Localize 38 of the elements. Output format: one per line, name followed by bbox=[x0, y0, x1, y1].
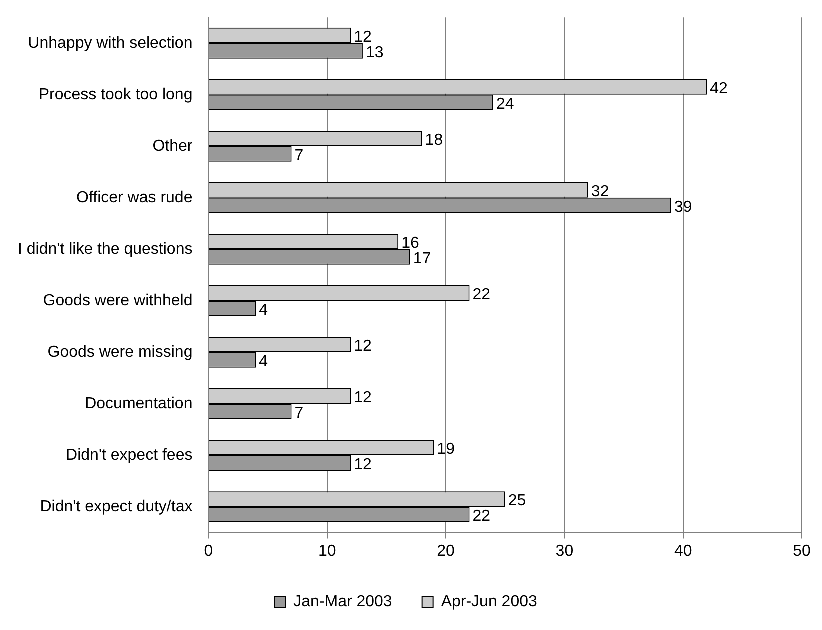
y-tick-label: Didn't expect duty/tax bbox=[40, 498, 193, 516]
data-label: 17 bbox=[413, 250, 432, 268]
data-label: 7 bbox=[294, 148, 304, 165]
x-tick-label: 50 bbox=[793, 542, 811, 560]
data-label: 32 bbox=[591, 184, 610, 201]
x-tick-label: 40 bbox=[674, 542, 692, 560]
legend-label: Apr-Jun 2003 bbox=[441, 593, 538, 610]
data-label: 22 bbox=[472, 286, 491, 304]
y-tick-label: Goods were missing bbox=[48, 344, 193, 361]
x-tick-label: 30 bbox=[556, 542, 574, 560]
y-tick-label: Process took too long bbox=[38, 86, 193, 104]
y-tick-label: Unhappy with selection bbox=[28, 34, 193, 52]
data-label: 12 bbox=[354, 456, 372, 474]
data-label: 39 bbox=[674, 199, 692, 216]
y-tick-label: Officer was rude bbox=[76, 189, 193, 206]
x-tick-label: 10 bbox=[318, 542, 336, 560]
x-tick-label: 20 bbox=[437, 542, 456, 560]
data-label: 4 bbox=[259, 354, 268, 371]
data-label: 12 bbox=[354, 338, 372, 356]
data-label: 4 bbox=[259, 302, 268, 320]
data-label: 19 bbox=[437, 441, 456, 458]
y-tick-label: Didn't expect fees bbox=[66, 446, 193, 464]
data-label: 12 bbox=[354, 29, 372, 46]
data-label: 42 bbox=[710, 80, 728, 98]
x-tick-label: 0 bbox=[204, 542, 214, 560]
y-tick-label: Other bbox=[152, 138, 194, 155]
data-label: 13 bbox=[366, 44, 384, 62]
y-tick-label: I didn't like the questions bbox=[18, 240, 193, 258]
data-label: 18 bbox=[425, 132, 444, 150]
y-tick-label: Documentation bbox=[85, 395, 193, 412]
data-label: 25 bbox=[508, 492, 526, 510]
data-label: 7 bbox=[294, 405, 304, 422]
y-tick-label: Goods were withheld bbox=[43, 292, 193, 310]
legend-label: Jan-Mar 2003 bbox=[294, 593, 392, 610]
data-label: 22 bbox=[472, 508, 491, 526]
data-label: 24 bbox=[496, 96, 514, 114]
data-label: 16 bbox=[402, 235, 420, 252]
data-label: 12 bbox=[354, 390, 372, 407]
